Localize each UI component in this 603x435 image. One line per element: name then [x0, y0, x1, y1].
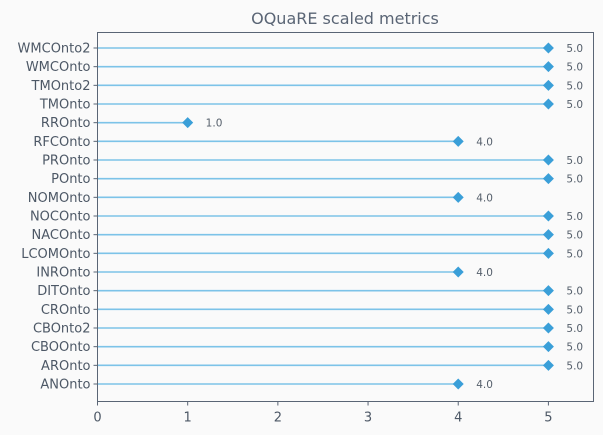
value-label-WMCOnto: 5.0	[566, 62, 583, 74]
x-tick-label-2: 2	[274, 411, 282, 426]
value-label-RFCOnto: 4.0	[476, 136, 493, 148]
value-label-RROnto: 1.0	[206, 118, 223, 130]
marker-AROnto	[542, 359, 554, 371]
y-tick-label-CBOnto2: CBOnto2	[33, 322, 91, 337]
marker-NOMOnto	[452, 191, 464, 203]
value-label-ANOnto: 4.0	[476, 379, 493, 391]
marker-LCOMOnto	[542, 247, 554, 259]
y-tick-label-INROnto: INROnto	[36, 266, 90, 281]
x-axis-ticks: 0 1 2 3 4 5	[93, 401, 553, 426]
value-label-CROnto: 5.0	[566, 304, 583, 316]
value-label-NOCOnto: 5.0	[566, 211, 583, 223]
y-tick-label-RROnto: RROnto	[41, 116, 91, 131]
chart-title: OQuaRE scaled metrics	[251, 9, 439, 28]
value-label-LCOMOnto: 5.0	[566, 248, 583, 260]
value-label-PROnto: 5.0	[566, 155, 583, 167]
y-tick-label-TMOnto2: TMOnto2	[31, 79, 91, 94]
y-tick-label-NACOnto: NACOnto	[32, 228, 91, 243]
y-tick-label-PROnto: PROnto	[42, 154, 90, 169]
marker-TMOnto2	[542, 79, 554, 91]
value-label-TMOnto: 5.0	[566, 99, 583, 111]
stems-layer	[97, 47, 549, 385]
value-label-DITOnto: 5.0	[566, 286, 583, 298]
y-axis-ticks: WMCOnto2 WMCOnto TMOnto2 TMOnto RROnto RFCOnt…	[18, 42, 98, 393]
y-tick-label-LCOMOnto: LCOMOnto	[21, 247, 90, 262]
y-tick-label-NOCOnto: NOCOnto	[30, 210, 91, 225]
x-tick-label-1: 1	[184, 411, 192, 426]
value-label-AROnto: 5.0	[566, 360, 583, 372]
marker-DITOnto	[542, 285, 554, 297]
plot-frame	[97, 32, 594, 402]
marker-PROnto	[542, 154, 554, 166]
y-tick-label-ANOnto: ANOnto	[40, 378, 90, 393]
y-tick-label-AROnto: AROnto	[41, 359, 90, 374]
value-label-INROnto: 4.0	[476, 267, 493, 279]
markers-layer	[182, 42, 554, 390]
y-tick-label-POnto: POnto	[51, 172, 90, 187]
y-tick-label-NOMOnto: NOMOnto	[28, 191, 91, 206]
value-label-TMOnto2: 5.0	[566, 80, 583, 92]
marker-INROnto	[452, 266, 464, 278]
marker-CBOOnto	[542, 341, 554, 353]
value-label-POnto: 5.0	[566, 174, 583, 186]
y-tick-label-CBOOnto: CBOOnto	[31, 340, 91, 355]
marker-RROnto	[182, 117, 194, 129]
marker-RFCOnto	[452, 135, 464, 147]
y-tick-label-TMOnto: TMOnto	[39, 98, 91, 113]
marker-POnto	[542, 173, 554, 185]
y-tick-label-CROnto: CROnto	[41, 303, 91, 318]
value-label-CBOOnto: 5.0	[566, 342, 583, 354]
y-tick-label-DITOnto: DITOnto	[37, 284, 90, 299]
marker-TMOnto	[542, 98, 554, 110]
value-label-WMCOnto2: 5.0	[566, 43, 583, 55]
marker-NOCOnto	[542, 210, 554, 222]
marker-CROnto	[542, 303, 554, 315]
marker-NACOnto	[542, 229, 554, 241]
x-tick-label-0: 0	[93, 411, 101, 426]
value-label-NOMOnto: 4.0	[476, 192, 493, 204]
marker-WMCOnto	[542, 61, 554, 73]
marker-CBOnto2	[542, 322, 554, 334]
marker-WMCOnto2	[542, 42, 554, 54]
marker-ANOnto	[452, 378, 464, 390]
x-tick-label-4: 4	[454, 411, 462, 426]
y-tick-label-RFCOnto: RFCOnto	[33, 135, 90, 150]
x-tick-label-3: 3	[364, 411, 372, 426]
value-labels-layer: 5.0 5.0 5.0 5.0 1.0 4.0 5.0 5.0 4.0 5.0 5.0 5.0 4.0 5…	[206, 43, 583, 391]
y-tick-label-WMCOnto: WMCOnto	[26, 60, 91, 75]
value-label-CBOnto2: 5.0	[566, 323, 583, 335]
y-tick-label-WMCOnto2: WMCOnto2	[18, 42, 91, 57]
x-tick-label-5: 5	[544, 411, 552, 426]
value-label-NACOnto: 5.0	[566, 230, 583, 242]
